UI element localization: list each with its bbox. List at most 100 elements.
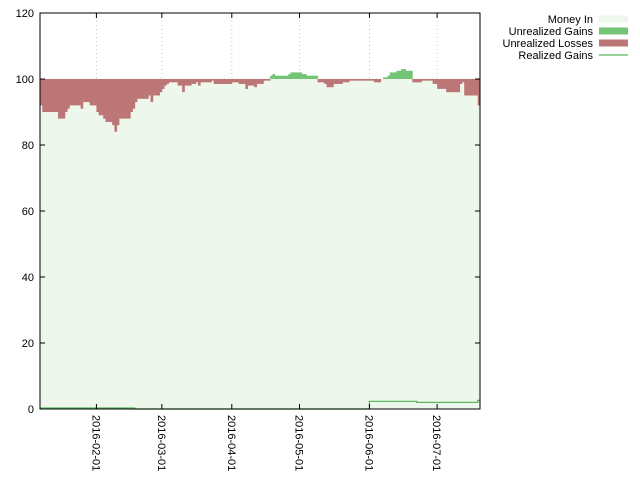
unrealized-loss-bar (98, 79, 102, 116)
unrealized-gain-bar (294, 72, 303, 79)
unrealized-loss-bar (367, 79, 370, 81)
unrealized-gain-bar (285, 75, 289, 79)
unrealized-loss-bar (461, 79, 465, 83)
legend-label: Unrealized Losses (503, 38, 594, 50)
unrealized-gain-bar (401, 69, 404, 79)
unrealized-loss-bar (263, 79, 271, 81)
unrealized-loss-bar (448, 79, 452, 93)
unrealized-loss-bar (240, 79, 244, 84)
unrealized-loss-bar (419, 79, 422, 83)
unrealized-loss-bar (195, 79, 199, 83)
unrealized-gain-bar (389, 72, 397, 79)
unrealized-loss-bar (166, 79, 170, 84)
unrealized-loss-bar (430, 79, 434, 81)
unrealized-loss-bar (432, 79, 436, 84)
unrealized-loss-bar (349, 79, 352, 81)
legend-label: Money In (548, 14, 593, 26)
unrealized-gain-bar (308, 75, 312, 79)
legend-label: Realized Gains (518, 50, 593, 62)
unrealized-loss-bar (468, 79, 476, 96)
unrealized-loss-bar (143, 79, 147, 99)
unrealized-loss-bar (421, 79, 429, 81)
unrealized-loss-bar (450, 79, 454, 93)
unrealized-loss-bar (324, 79, 327, 84)
y-tick-label: 60 (22, 206, 34, 218)
unrealized-loss-bar (114, 79, 118, 132)
unrealized-loss-bar (466, 79, 470, 96)
unrealized-loss-bar (428, 79, 431, 81)
unrealized-loss-bar (200, 79, 208, 83)
unrealized-loss-bar (231, 79, 239, 83)
unrealized-loss-bar (177, 79, 181, 86)
unrealized-loss-bar (414, 79, 418, 83)
unrealized-loss-bar (148, 79, 151, 96)
axes: 0 20 40 60 80 100 120 2016-02-01 2016-03-01 2016-… (16, 8, 481, 471)
unrealized-loss-bar (71, 79, 75, 106)
unrealized-loss-bar (67, 79, 70, 109)
unrealized-loss-bar (152, 79, 160, 96)
unrealized-loss-bar (51, 79, 54, 112)
unrealized-loss-bar (475, 79, 479, 96)
unrealized-loss-bar (168, 79, 176, 83)
unrealized-loss-bar (206, 79, 210, 83)
unrealized-loss-bar (40, 79, 43, 106)
unrealized-loss-bar (333, 79, 336, 84)
unrealized-loss-bar (342, 79, 350, 83)
unrealized-loss-bar (164, 79, 167, 86)
unrealized-loss-bar (87, 79, 91, 103)
unrealized-loss-bar (459, 79, 463, 84)
unrealized-loss-bar (121, 79, 131, 119)
unrealized-loss-bar (358, 79, 368, 81)
unrealized-gain-bar (288, 74, 291, 79)
unrealized-loss-bar (317, 79, 321, 83)
unrealized-loss-bar (369, 79, 373, 81)
y-tick-label: 100 (16, 74, 34, 86)
unrealized-loss-bar (209, 79, 212, 83)
legend-swatch (599, 15, 628, 23)
unrealized-loss-bar (58, 79, 66, 119)
unrealized-loss-bar (351, 79, 355, 81)
unrealized-gain-bar (382, 77, 386, 79)
unrealized-loss-bar (373, 79, 382, 83)
unrealized-loss-bar (118, 79, 122, 119)
unrealized-gain-bar (274, 75, 278, 79)
unrealized-loss-bar (340, 79, 343, 84)
legend-swatch (599, 39, 628, 47)
unrealized-gain-bar (405, 70, 413, 79)
unrealized-loss-bar (112, 79, 115, 126)
unrealized-loss-bar (69, 79, 72, 106)
unrealized-loss-bar (146, 79, 149, 99)
unrealized-loss-bar (319, 79, 323, 83)
unrealized-loss-bar (326, 79, 334, 88)
unrealized-gain-bar (276, 75, 280, 79)
unrealized-gain-bar (396, 70, 400, 79)
unrealized-loss-bar (137, 79, 145, 99)
unrealized-loss-bar (103, 79, 106, 119)
y-tick-label: 0 (28, 404, 34, 416)
unrealized-gain-bar (272, 74, 276, 79)
unrealized-loss-bar (82, 79, 86, 103)
unrealized-loss-bar (42, 79, 50, 112)
x-tick-label: 2016-04-01 (225, 415, 237, 471)
unrealized-gain-bar (279, 75, 287, 79)
unrealized-gain-bar (270, 75, 273, 79)
unrealized-loss-bar (134, 79, 138, 103)
unrealized-loss-bar (412, 79, 415, 83)
unrealized-loss-bar (353, 79, 357, 81)
unrealized-loss-bar (179, 79, 183, 86)
unrealized-loss-bar (193, 79, 197, 84)
y-tick-label: 120 (16, 8, 34, 20)
unrealized-gain-bar (301, 74, 305, 79)
unrealized-loss-bar (464, 79, 467, 96)
unrealized-loss-bar (238, 79, 242, 84)
unrealized-gain-bar (398, 70, 402, 79)
x-tick-label: 2016-07-01 (430, 415, 442, 471)
unrealized-loss-bar (446, 79, 449, 93)
unrealized-loss-bar (197, 79, 201, 86)
unrealized-loss-bar (437, 79, 447, 89)
money-in-area (40, 79, 480, 409)
unrealized-loss-bar (245, 79, 248, 89)
unrealized-loss-bar (434, 79, 438, 84)
unrealized-gain-bar (385, 77, 388, 79)
